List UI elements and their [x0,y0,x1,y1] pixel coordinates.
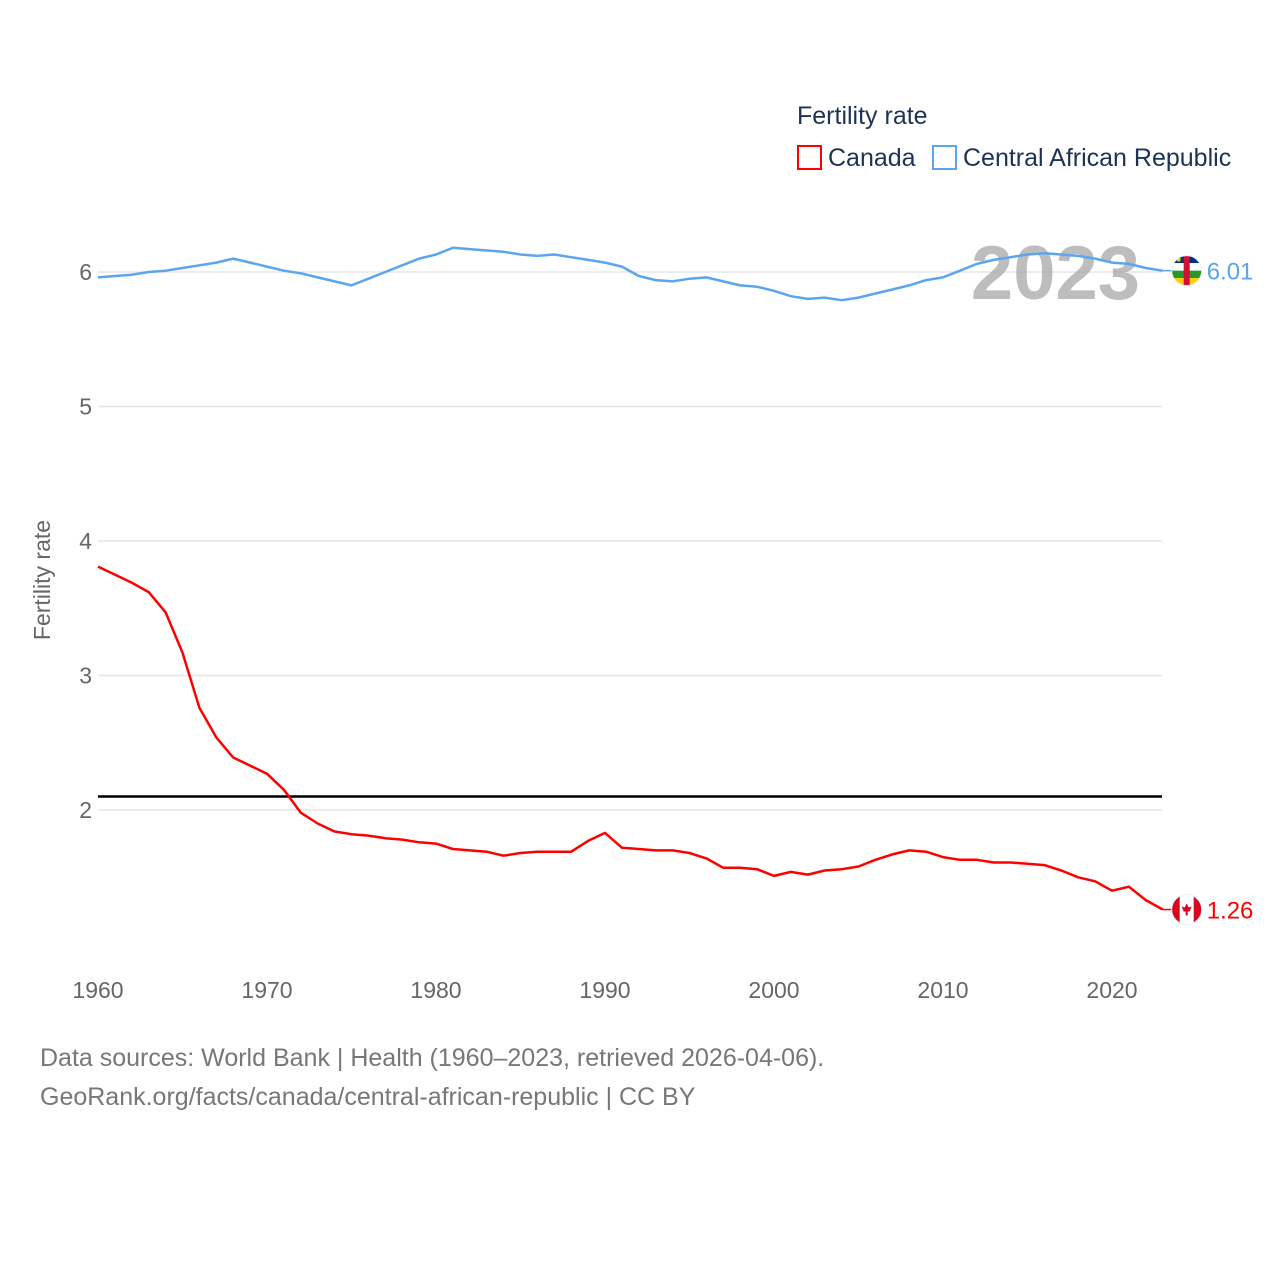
grid-lines [98,271,1162,811]
x-axis-ticks: 1960 1970 1980 1990 2000 2010 2020 [72,977,1137,1003]
x-tick-label: 1980 [410,977,461,1003]
canada-swatch-icon [797,145,822,170]
legend-title: Fertility rate [797,102,928,130]
canada-flag-icon [1171,894,1203,926]
legend-label: Central African Republic [963,144,1231,172]
y-axis-ticks: 2 3 4 5 6 [79,259,92,823]
data-sources: Data sources: World Bank | Health (1960–… [40,1044,825,1072]
x-tick-label: 1970 [241,977,292,1003]
y-axis-label: Fertility rate [29,520,55,640]
y-tick-label: 5 [79,394,92,420]
series-line-canada [97,565,1164,911]
x-tick-label: 2020 [1086,977,1137,1003]
central-african-republic-flag-icon [1171,255,1203,287]
series-line-central-african-republic [97,246,1163,302]
car-swatch-icon [932,145,957,170]
legend-item-central-african-republic[interactable]: Central African Republic [932,144,1231,172]
source-url[interactable]: GeoRank.org/facts/canada/central-african… [40,1083,696,1111]
x-tick-label: 2000 [748,977,799,1003]
y-tick-label: 3 [79,663,92,689]
y-tick-label: 4 [79,528,92,554]
y-tick-label: 2 [79,797,92,823]
legend-label: Canada [828,144,916,172]
series-lines [97,246,1164,911]
series-end-markers: 1.26 6.01 [1162,255,1254,926]
y-tick-label: 6 [79,259,92,285]
end-value-label: 6.01 [1207,259,1254,286]
year-label: 2023 [971,231,1140,316]
end-value-label: 1.26 [1207,898,1254,925]
x-tick-label: 1990 [579,977,630,1003]
legend-item-canada[interactable]: Canada [797,144,916,172]
x-tick-label: 1960 [72,977,123,1003]
x-tick-label: 2010 [917,977,968,1003]
